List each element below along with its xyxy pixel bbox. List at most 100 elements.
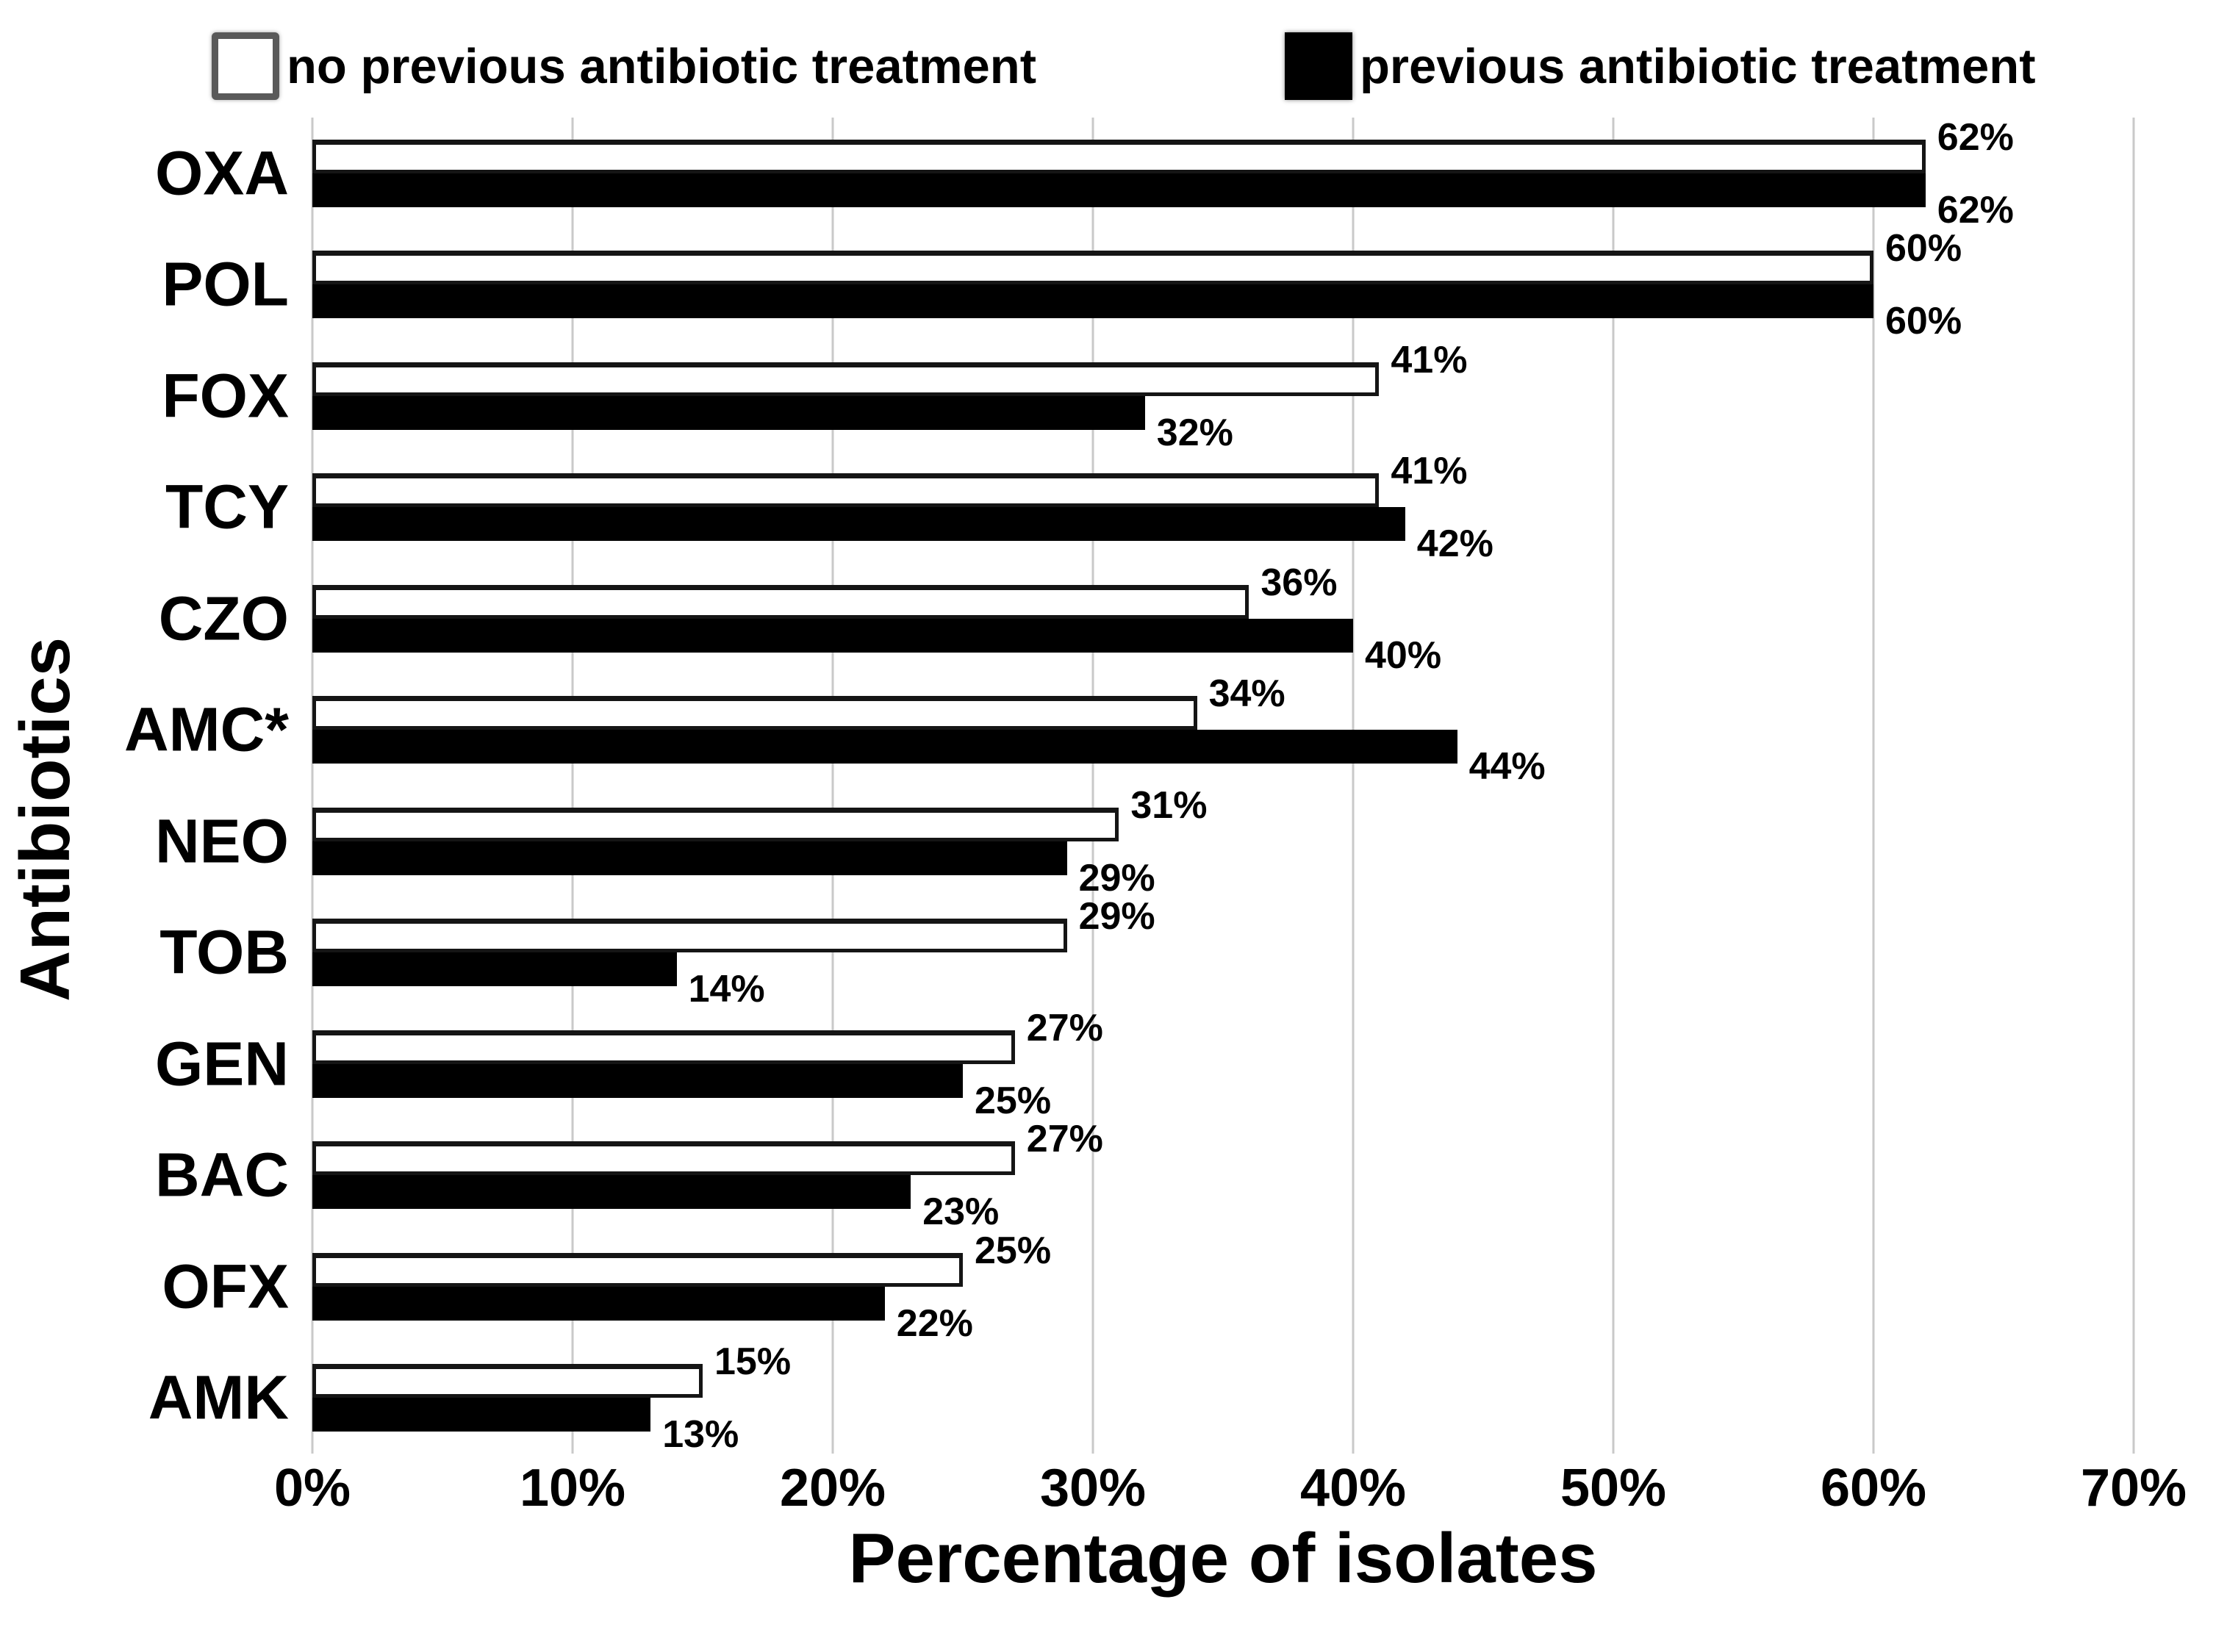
value-label: 14% bbox=[688, 968, 765, 1011]
bar-no-previous-treatment bbox=[312, 807, 1119, 841]
category-label: NEO bbox=[154, 806, 289, 876]
x-tick-label: 10% bbox=[519, 1459, 626, 1518]
bar-line: 62% bbox=[312, 173, 2134, 231]
bar-no-previous-treatment bbox=[312, 251, 1873, 285]
legend-swatch-black-icon bbox=[1285, 32, 1352, 100]
value-label: 44% bbox=[1468, 745, 1546, 789]
bar-line: 22% bbox=[312, 1286, 2134, 1345]
value-label: 42% bbox=[1416, 522, 1493, 566]
bar-no-previous-treatment bbox=[312, 919, 1067, 953]
bar-line: 36% bbox=[312, 561, 2134, 619]
bar-line: 25% bbox=[312, 1229, 2134, 1287]
legend-item-no-previous-treatment: no previous antibiotic treatment bbox=[212, 26, 1036, 106]
value-label: 29% bbox=[1078, 856, 1155, 899]
legend-label: previous antibiotic treatment bbox=[1360, 38, 2036, 94]
bar-group: GEN 27% 25% bbox=[155, 1007, 2134, 1122]
bar-line: 41% bbox=[312, 339, 2134, 396]
gridline bbox=[1612, 118, 1615, 1454]
category-label: BAC bbox=[155, 1140, 289, 1210]
x-axis-title: Percentage of isolates bbox=[848, 1519, 1598, 1598]
bar-rows: OXA 62% 62% POL 60% 60% FOX 41% 32% TCY 41% 42% CZO 3… bbox=[124, 116, 2134, 1457]
bar-group: BAC 27% 23% bbox=[155, 1118, 2134, 1233]
bar-line: 15% bbox=[312, 1340, 2134, 1398]
gridline bbox=[311, 118, 314, 1454]
value-label: 62% bbox=[1937, 115, 2014, 159]
value-label: 34% bbox=[1208, 672, 1285, 716]
x-tick-label: 40% bbox=[1299, 1459, 1407, 1518]
category-label: CZO bbox=[158, 583, 289, 653]
bar-group: TCY 41% 42% bbox=[165, 450, 2134, 566]
bar-line: 34% bbox=[312, 672, 2134, 730]
bar-line: 27% bbox=[312, 1007, 2134, 1064]
bar-previous-treatment bbox=[312, 395, 1145, 430]
bar-no-previous-treatment bbox=[312, 584, 1249, 619]
bar-no-previous-treatment bbox=[312, 1030, 1015, 1064]
category-label: AMC* bbox=[124, 694, 289, 764]
gridline bbox=[571, 118, 574, 1454]
category-label: AMK bbox=[148, 1362, 289, 1432]
legend-swatch-white-icon bbox=[212, 32, 279, 100]
bar-previous-treatment bbox=[312, 1175, 911, 1210]
category-label: TOB bbox=[159, 917, 289, 987]
plot-area: OXA 62% 62% POL 60% 60% FOX 41% 32% TCY 41% 42% CZO 3… bbox=[124, 116, 2135, 1457]
value-label: 25% bbox=[975, 1229, 1052, 1272]
bar-previous-treatment bbox=[312, 730, 1457, 764]
bar-previous-treatment bbox=[312, 507, 1405, 542]
bar-line: 40% bbox=[312, 618, 2134, 677]
bar-previous-treatment bbox=[312, 284, 1873, 319]
value-label: 62% bbox=[1937, 188, 2014, 231]
bar-previous-treatment bbox=[312, 1398, 651, 1432]
bar-line: 29% bbox=[312, 895, 2134, 953]
bar-line: 27% bbox=[312, 1118, 2134, 1176]
value-label: 32% bbox=[1156, 411, 1233, 454]
bar-group: OFX 25% 22% bbox=[162, 1229, 2134, 1345]
bar-previous-treatment bbox=[312, 618, 1353, 653]
y-axis-title: Antibiotics bbox=[6, 637, 85, 1002]
x-ticks: 0% 10% 20% 30% 40% 50% 60% 70% bbox=[274, 1458, 2187, 1518]
x-tick-label: 70% bbox=[2080, 1459, 2187, 1518]
gridline bbox=[1091, 118, 1094, 1454]
value-label: 41% bbox=[1391, 450, 1468, 493]
x-tick-label: 60% bbox=[1820, 1459, 1927, 1518]
value-label: 40% bbox=[1365, 633, 1442, 677]
category-label: FOX bbox=[162, 361, 289, 431]
gridline bbox=[2132, 118, 2135, 1454]
bar-line: 29% bbox=[312, 841, 2134, 899]
bar-no-previous-treatment bbox=[312, 473, 1380, 508]
gridline bbox=[831, 118, 834, 1454]
bar-no-previous-treatment bbox=[312, 696, 1197, 730]
bar-group: AMK 15% 13% bbox=[148, 1340, 2134, 1457]
value-label: 27% bbox=[1026, 1118, 1103, 1161]
bar-no-previous-treatment bbox=[312, 139, 1926, 173]
bar-group: NEO 31% 29% bbox=[155, 784, 2134, 899]
bar-group: FOX 41% 32% bbox=[162, 339, 2134, 454]
bar-group: AMC* 34% 44% bbox=[124, 672, 2134, 788]
bar-line: 62% bbox=[312, 116, 2134, 173]
bar-line: 60% bbox=[312, 227, 2134, 285]
bar-group: CZO 36% 40% bbox=[159, 561, 2134, 677]
bar-no-previous-treatment bbox=[312, 1141, 1015, 1176]
x-tick-label: 20% bbox=[779, 1459, 886, 1518]
bar-line: 32% bbox=[312, 395, 2134, 454]
bar-line: 23% bbox=[312, 1175, 2134, 1233]
value-label: 60% bbox=[1885, 300, 1962, 343]
category-label: OFX bbox=[162, 1251, 289, 1321]
x-tick-label: 50% bbox=[1560, 1459, 1667, 1518]
value-label: 23% bbox=[922, 1190, 1000, 1234]
value-label: 27% bbox=[1026, 1006, 1103, 1049]
category-label: OXA bbox=[154, 138, 289, 208]
bar-group: OXA 62% 62% bbox=[155, 116, 2134, 231]
bar-line: 25% bbox=[312, 1063, 2134, 1122]
value-label: 60% bbox=[1885, 227, 1962, 270]
gridline bbox=[1872, 118, 1875, 1454]
bar-line: 44% bbox=[312, 730, 2134, 788]
bar-line: 31% bbox=[312, 784, 2134, 841]
gridline bbox=[1352, 118, 1355, 1454]
category-label: GEN bbox=[154, 1029, 289, 1099]
value-label: 15% bbox=[714, 1340, 792, 1384]
bar-line: 14% bbox=[312, 952, 2134, 1010]
legend-label: no previous antibiotic treatment bbox=[287, 38, 1037, 94]
bar-previous-treatment bbox=[312, 1286, 885, 1321]
bar-group: POL 60% 60% bbox=[162, 227, 2134, 343]
value-label: 13% bbox=[662, 1413, 739, 1457]
